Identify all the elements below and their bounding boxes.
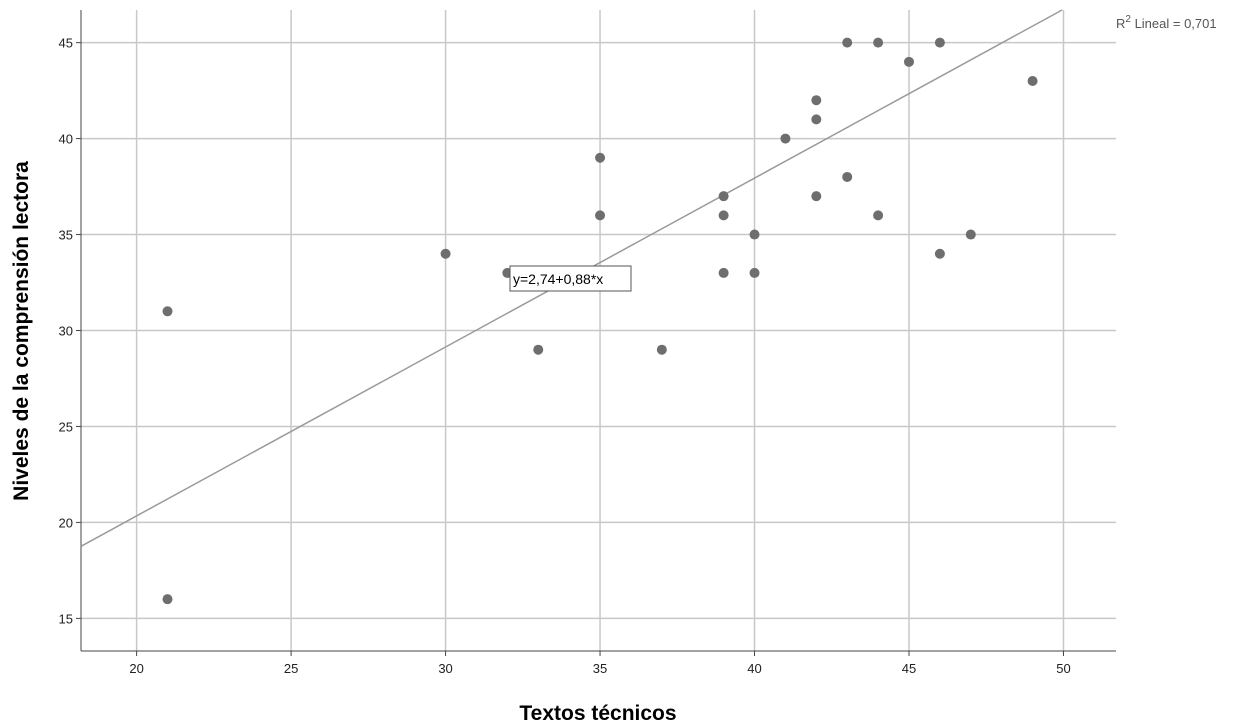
r2-label-superscript: 2 <box>1125 14 1131 25</box>
r2-label-prefix: R <box>1116 16 1125 31</box>
x-tick-label-25: 25 <box>284 661 298 676</box>
data-point-0 <box>162 306 173 317</box>
data-point-6 <box>595 210 606 221</box>
x-tick-label-50: 50 <box>1056 661 1070 676</box>
data-point-22 <box>934 37 945 48</box>
data-point-10 <box>718 267 729 278</box>
data-point-13 <box>780 133 791 144</box>
data-point-7 <box>656 344 667 355</box>
x-tick-label-45: 45 <box>902 661 916 676</box>
y-axis-title: Niveles de la comprensión lectora <box>10 161 33 501</box>
y-tick-label-15: 15 <box>59 611 73 626</box>
x-tick-label-30: 30 <box>438 661 452 676</box>
y-tick-label-30: 30 <box>59 324 73 339</box>
data-point-4 <box>533 344 544 355</box>
y-tick-label-20: 20 <box>59 515 73 530</box>
y-tick-label-35: 35 <box>59 228 73 243</box>
x-tick-labels: 20 25 30 35 40 45 50 <box>129 651 1071 676</box>
data-point-18 <box>842 171 853 182</box>
y-tick-label-45: 45 <box>59 36 73 51</box>
data-point-16 <box>811 191 822 202</box>
data-point-20 <box>873 210 884 221</box>
grid-lines <box>81 10 1116 651</box>
data-point-2 <box>440 248 451 259</box>
data-point-17 <box>842 37 853 48</box>
data-point-14 <box>811 95 822 106</box>
equation-label-text: y=2,74+0,88*x <box>513 271 603 287</box>
x-axis-title: Textos técnicos <box>519 702 676 725</box>
data-point-8 <box>718 191 729 202</box>
data-point-9 <box>718 210 729 221</box>
data-point-15 <box>811 114 822 125</box>
data-point-1 <box>162 594 173 605</box>
data-points <box>162 37 1038 605</box>
equation-label-box <box>509 265 632 292</box>
data-point-23 <box>934 248 945 259</box>
data-point-25 <box>1027 76 1038 87</box>
x-tick-label-40: 40 <box>747 661 761 676</box>
r2-label: R2 Lineal = 0,701 <box>1116 14 1217 31</box>
data-point-24 <box>965 229 976 240</box>
data-point-5 <box>595 152 606 163</box>
data-point-11 <box>749 229 760 240</box>
equation-label: y=2,74+0,88*x <box>509 265 632 292</box>
data-point-12 <box>749 267 760 278</box>
data-point-21 <box>904 56 914 67</box>
x-tick-label-20: 20 <box>129 661 143 676</box>
y-tick-labels: 15 20 25 30 35 40 45 <box>59 36 81 626</box>
x-tick-label-35: 35 <box>593 661 607 676</box>
y-tick-label-25: 25 <box>59 419 73 434</box>
y-tick-label-40: 40 <box>59 132 73 147</box>
data-point-19 <box>873 37 884 48</box>
r2-label-suffix: Lineal = 0,701 <box>1131 16 1217 31</box>
